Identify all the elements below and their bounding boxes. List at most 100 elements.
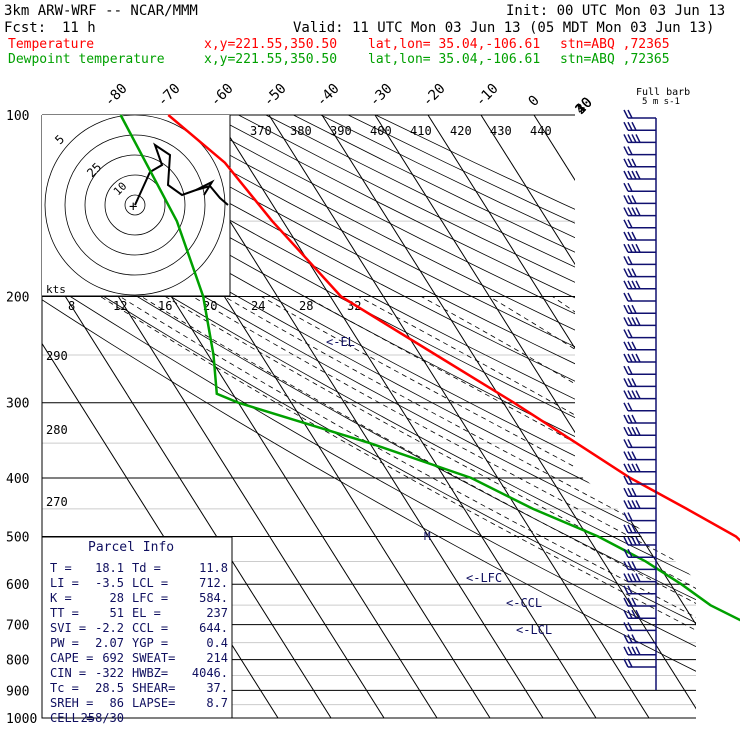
- barb-flag: [623, 622, 629, 631]
- barb-flag: [623, 402, 629, 412]
- barb-flag: [627, 414, 633, 424]
- barb-flag: [631, 207, 637, 216]
- wind-barb: [623, 243, 656, 253]
- barb-flag: [631, 463, 637, 473]
- barb-flag: [627, 134, 633, 143]
- barb-flag: [631, 561, 637, 570]
- barb-flag: [631, 524, 637, 534]
- moist-adiabat: [488, 296, 696, 718]
- moist-adiabat: [261, 296, 696, 718]
- annotation-el: <-EL: [326, 335, 355, 349]
- temperature-tick-0: 0: [526, 93, 543, 110]
- barb-flag: [627, 402, 633, 412]
- hodo-speed-label-8: 8: [68, 299, 75, 313]
- barb-flag: [623, 390, 629, 399]
- barb-flag: [635, 353, 641, 363]
- barb-flag: [627, 536, 633, 546]
- pressure-label-900: 900: [6, 684, 29, 699]
- theta-label-440: 440: [530, 124, 552, 138]
- annotation-ccl: <-CCL: [506, 596, 542, 610]
- pressure-label-300: 300: [6, 397, 29, 412]
- parcel-label: LAPSE=: [132, 696, 175, 710]
- barb-flag: [631, 414, 637, 424]
- legend-temperature-latlon: lat,lon= 35.04,-106.61: [368, 37, 540, 52]
- wind-barb: [623, 512, 656, 522]
- parcel-value: 51: [110, 606, 124, 620]
- parcel-label: LCL =: [132, 576, 168, 590]
- barb-flag: [627, 512, 633, 521]
- wind-barb: [623, 561, 656, 571]
- parcel-label: CCL =: [132, 621, 168, 635]
- barb-flag: [627, 121, 633, 131]
- wind-barb: [623, 451, 656, 461]
- parcel-label: EL =: [132, 606, 161, 620]
- barb-flag: [623, 317, 629, 326]
- pressure-label-200: 200: [6, 291, 29, 306]
- barb-flag: [627, 219, 633, 229]
- barb-flag: [623, 341, 629, 351]
- legend-dewpoint: Dewpoint temperature: [8, 52, 165, 67]
- barb-flag: [623, 158, 629, 168]
- wind-barb: [623, 146, 656, 156]
- barb-flag: [623, 280, 629, 290]
- barb-flag: [631, 158, 637, 168]
- parcel-value: 28: [110, 591, 124, 605]
- barb-flag: [623, 414, 629, 424]
- theta-label-430: 430: [490, 124, 512, 138]
- barb-flag: [627, 500, 633, 509]
- barb-flag: [631, 634, 637, 643]
- barb-flag: [627, 378, 633, 387]
- barb-flag: [623, 243, 629, 253]
- barb-flag: [627, 365, 633, 375]
- barb-flag: [623, 365, 629, 375]
- legend-dewpoint-station: stn=ABQ ,72365: [560, 52, 670, 67]
- barb-title: Full barb: [636, 87, 690, 98]
- barb-flag: [623, 329, 629, 338]
- barb-flag: [623, 646, 629, 656]
- barb-flag: [623, 121, 629, 131]
- parcel-value: 86: [110, 696, 124, 710]
- parcel-info-panel: Parcel Info T = 18.1 Td = 11.8 LI = -3.5 LCL = 7…: [41, 536, 233, 725]
- wind-barb: [623, 609, 656, 619]
- barb-flag: [635, 463, 641, 473]
- parcel-value: 8.7: [206, 696, 228, 710]
- isotherm: [215, 115, 597, 718]
- parcel-value: 18.1: [95, 561, 124, 575]
- annotation-m: M: [424, 530, 431, 543]
- chart-annotations: <-EL <-LFC <-CCL <-LCL M: [326, 335, 552, 637]
- moist-adiabat: [192, 296, 696, 718]
- wind-barb: [623, 170, 656, 180]
- barb-flag: [635, 609, 641, 619]
- barb-flag: [627, 561, 633, 570]
- barb-flag: [627, 585, 633, 595]
- barb-flag: [631, 317, 637, 326]
- barb-flag: [631, 500, 637, 509]
- barb-flag: [623, 609, 629, 619]
- barb-flag: [627, 609, 633, 619]
- barb-flag: [623, 207, 629, 216]
- barb-flag: [627, 109, 633, 119]
- annotation-lfc: <-LFC: [466, 571, 502, 585]
- legend-dewpoint-latlon: lat,lon= 35.04,-106.61: [368, 52, 540, 67]
- barb-flag: [623, 585, 629, 595]
- barb-flag: [623, 463, 629, 473]
- pressure-label-100: 100: [6, 109, 29, 124]
- wind-barb: [623, 402, 656, 412]
- wind-barb: [623, 585, 656, 595]
- parcel-label: SHEAR=: [132, 681, 175, 695]
- barb-flag: [631, 487, 637, 497]
- barb-flag: [635, 500, 641, 509]
- forecast-hour: 11 h: [62, 20, 96, 36]
- moist-adiabat: [305, 296, 696, 718]
- parcel-label: CIN =: [50, 666, 86, 680]
- wind-barb: [623, 304, 656, 314]
- barb-flag: [631, 341, 637, 351]
- barb-flag: [631, 390, 637, 399]
- parcel-value: -3.5: [95, 576, 124, 590]
- barb-flag: [631, 243, 637, 253]
- barb-flag: [627, 390, 633, 399]
- wind-barb: [623, 548, 656, 558]
- barb-flag: [627, 548, 633, 558]
- barb-flag: [627, 475, 633, 485]
